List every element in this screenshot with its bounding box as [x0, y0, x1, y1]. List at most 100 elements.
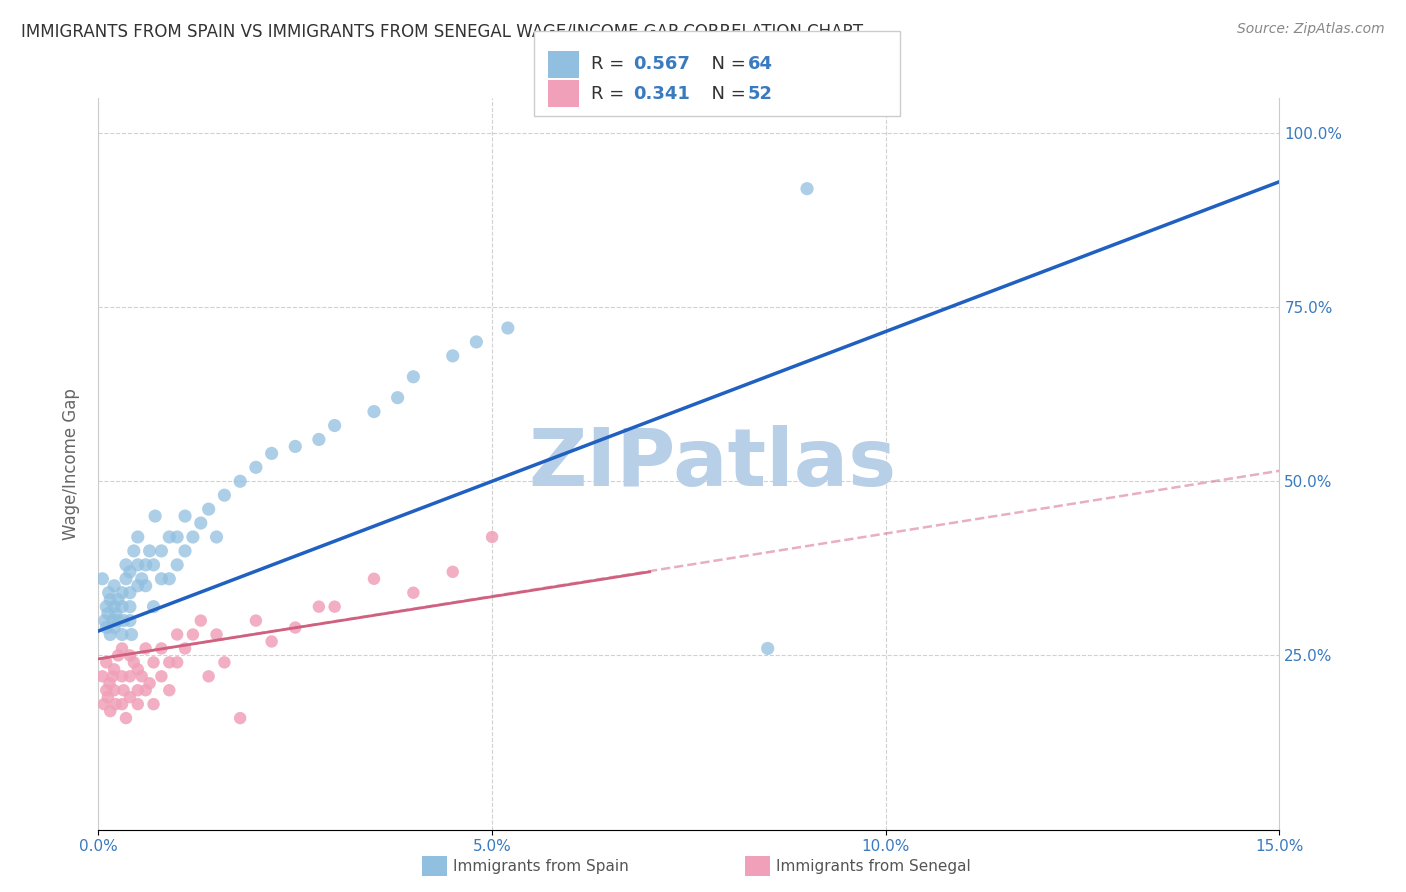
Point: [118, 585, 141, 599]
Text: ZIPatlas: ZIPatlas: [529, 425, 897, 503]
Point: [118, 614, 141, 628]
Point: [111, 585, 134, 599]
Point: [260, 634, 283, 648]
Text: 52: 52: [748, 85, 773, 103]
Point: [104, 607, 127, 621]
Point: [112, 683, 135, 698]
Point: [197, 669, 219, 683]
Point: [93, 697, 115, 711]
Point: [181, 627, 204, 641]
Point: [103, 621, 125, 635]
Point: [166, 558, 188, 572]
Point: [387, 391, 409, 405]
Point: [98, 704, 121, 718]
Point: [150, 544, 173, 558]
Point: [135, 558, 157, 572]
Point: [103, 579, 125, 593]
Point: [142, 599, 165, 614]
Text: N =: N =: [700, 85, 752, 103]
Point: [107, 614, 129, 628]
Point: [441, 349, 464, 363]
Point: [121, 627, 143, 641]
Point: [127, 697, 149, 711]
Point: [756, 641, 779, 656]
Point: [111, 697, 134, 711]
Point: [103, 662, 125, 676]
Point: [402, 585, 425, 599]
Point: [205, 530, 228, 544]
Point: [103, 599, 125, 614]
Point: [284, 439, 307, 453]
Point: [166, 627, 188, 641]
Point: [127, 579, 149, 593]
Point: [98, 592, 121, 607]
Point: [205, 627, 228, 641]
Point: [101, 614, 124, 628]
Text: Source: ZipAtlas.com: Source: ZipAtlas.com: [1237, 22, 1385, 37]
Point: [111, 599, 134, 614]
Point: [796, 182, 818, 196]
Point: [97, 585, 120, 599]
Point: [118, 599, 141, 614]
Point: [96, 656, 118, 670]
Point: [93, 614, 115, 628]
Point: [496, 321, 519, 335]
Point: [245, 614, 267, 628]
Point: [118, 669, 141, 683]
Point: [174, 544, 197, 558]
Point: [112, 614, 135, 628]
Point: [111, 641, 134, 656]
Point: [150, 641, 173, 656]
Point: [481, 530, 503, 544]
Point: [174, 641, 197, 656]
Point: [138, 676, 160, 690]
Point: [104, 697, 127, 711]
Point: [157, 683, 180, 698]
Point: [111, 669, 134, 683]
Point: [157, 572, 180, 586]
Text: R =: R =: [591, 85, 630, 103]
Point: [181, 530, 204, 544]
Point: [131, 572, 153, 586]
Point: [323, 599, 346, 614]
Text: Immigrants from Senegal: Immigrants from Senegal: [776, 859, 972, 873]
Text: N =: N =: [700, 55, 752, 73]
Point: [150, 572, 173, 586]
Point: [127, 530, 149, 544]
Point: [190, 516, 212, 530]
Text: Immigrants from Spain: Immigrants from Spain: [453, 859, 628, 873]
Point: [118, 565, 141, 579]
Point: [190, 614, 212, 628]
Point: [465, 334, 488, 349]
Point: [166, 530, 188, 544]
Point: [229, 475, 252, 489]
Point: [127, 683, 149, 698]
Point: [135, 641, 157, 656]
Text: IMMIGRANTS FROM SPAIN VS IMMIGRANTS FROM SENEGAL WAGE/INCOME GAP CORRELATION CHA: IMMIGRANTS FROM SPAIN VS IMMIGRANTS FROM…: [21, 22, 863, 40]
Point: [118, 648, 141, 663]
Point: [363, 404, 385, 418]
Point: [157, 656, 180, 670]
Point: [107, 648, 129, 663]
Point: [260, 446, 283, 460]
Point: [91, 669, 114, 683]
Point: [402, 369, 425, 384]
Point: [115, 572, 138, 586]
Point: [91, 572, 114, 586]
Point: [284, 621, 307, 635]
Point: [96, 599, 118, 614]
Point: [127, 558, 149, 572]
Point: [97, 690, 120, 705]
Point: [103, 683, 125, 698]
Point: [157, 530, 180, 544]
Point: [245, 460, 267, 475]
Point: [122, 656, 145, 670]
Point: [441, 565, 464, 579]
Text: 0.341: 0.341: [633, 85, 689, 103]
Point: [166, 656, 188, 670]
Point: [308, 433, 330, 447]
Point: [142, 558, 165, 572]
Point: [135, 579, 157, 593]
Point: [142, 697, 165, 711]
Point: [138, 544, 160, 558]
